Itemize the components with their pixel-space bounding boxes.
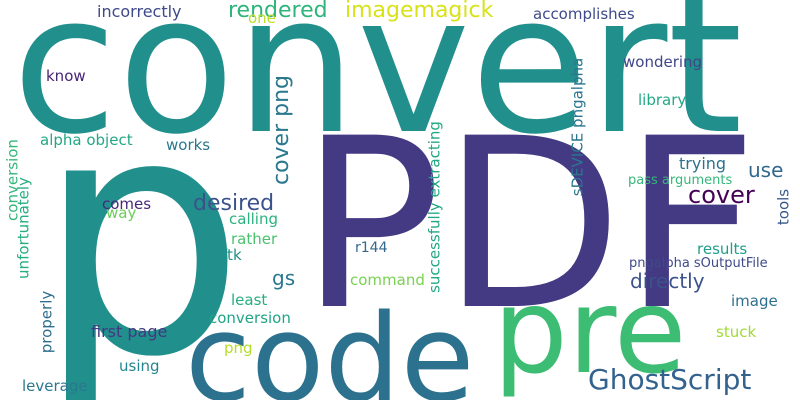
word-p: p: [36, 45, 246, 400]
word-tools: tools: [774, 188, 793, 226]
word-pre: pre: [493, 262, 687, 400]
word-ghostscript: GhostScript: [588, 363, 752, 396]
word-accomplishes: accomplishes: [533, 5, 635, 23]
word-properly: properly: [37, 290, 56, 354]
word-pdftk: pdftk: [203, 246, 242, 264]
word-conversion: conversion: [209, 309, 291, 327]
word-least: least: [231, 291, 268, 309]
word-pngalpha-soutputfile: pngalpha sOutputFile: [629, 256, 768, 271]
word-calling: calling: [229, 210, 278, 228]
word-png: png: [224, 339, 253, 357]
word-rendered: rendered: [228, 0, 328, 23]
word-comes: comes: [102, 195, 152, 213]
word-incorrectly: incorrectly: [97, 2, 182, 21]
word-imagemagick: imagemagick: [345, 0, 494, 23]
word-alpha-object: alpha object: [40, 131, 133, 149]
word-cover-png: cover png: [269, 74, 294, 186]
word-one: one: [248, 9, 276, 27]
word-unfortunately: unfortunately: [14, 177, 33, 279]
word-cover: cover: [688, 181, 755, 209]
word-pass-arguments: pass arguments: [628, 173, 733, 188]
word-using: using: [119, 357, 160, 375]
word-use: use: [748, 158, 784, 182]
word-successfully-extracting: successfully extracting: [425, 121, 444, 293]
word-results: results: [697, 240, 748, 258]
word-leverage: leverage: [22, 377, 88, 395]
word-sdevice-pngalpha: sDEVICE pngalpha: [568, 57, 587, 197]
word-desired: desired: [193, 191, 275, 216]
word-know: know: [46, 67, 86, 85]
word-pdf: PDF: [300, 89, 758, 362]
word-first-page: first page: [91, 322, 168, 341]
word-way: way: [106, 204, 137, 222]
word-directly: directly: [630, 269, 705, 293]
word-wondering: wondering: [623, 53, 703, 71]
word-command: command: [350, 271, 425, 289]
word-gs: gs: [272, 266, 296, 290]
word-stuck: stuck: [716, 323, 757, 341]
word-r144: r144: [355, 240, 388, 256]
word-rather: rather: [231, 230, 278, 248]
word-works: works: [166, 136, 211, 154]
word-image: image: [731, 292, 778, 310]
word-code: code: [185, 290, 475, 400]
word-convert: convert: [12, 0, 743, 177]
word-trying: trying: [679, 154, 727, 173]
word-library: library: [638, 91, 687, 109]
